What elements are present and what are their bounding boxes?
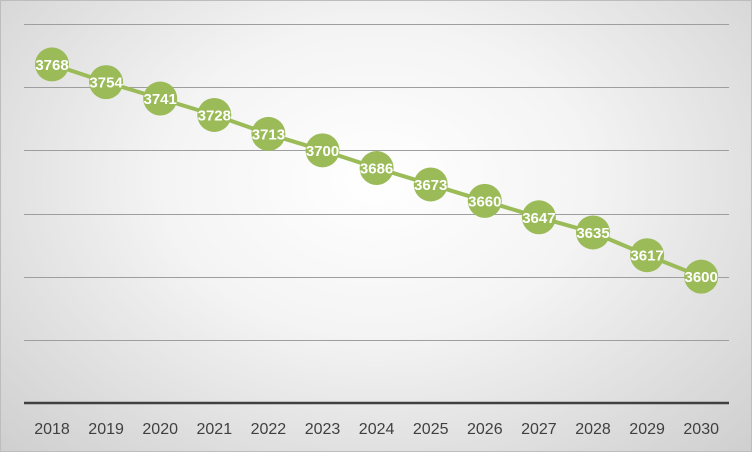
data-label-2021: 3728: [198, 107, 231, 124]
x-tick-2022: 2022: [251, 421, 287, 438]
data-label-2025: 3673: [414, 177, 447, 194]
data-label-2019: 3754: [89, 75, 123, 92]
x-tick-2021: 2021: [197, 421, 233, 438]
data-label-2026: 3660: [468, 193, 501, 210]
data-label-2028: 3635: [576, 225, 609, 242]
x-tick-2023: 2023: [305, 421, 341, 438]
x-tick-2024: 2024: [359, 421, 395, 438]
x-tick-2020: 2020: [142, 421, 178, 438]
data-label-2020: 3741: [144, 91, 177, 108]
data-point-2025: [413, 167, 448, 202]
data-point-2030: [684, 259, 719, 294]
data-point-2028: [576, 215, 610, 250]
data-label-2022: 3713: [252, 126, 285, 143]
data-point-2022: [251, 116, 286, 151]
x-tick-2025: 2025: [413, 421, 449, 438]
data-point-2021: [197, 97, 232, 132]
markers: [35, 47, 719, 294]
data-point-2018: [35, 47, 69, 82]
data-label-2030: 3600: [685, 269, 718, 286]
x-tick-2029: 2029: [629, 421, 665, 438]
x-tick-2030: 2030: [683, 421, 719, 438]
x-tick-2018: 2018: [34, 421, 70, 438]
data-label-2023: 3700: [306, 143, 339, 160]
data-point-2029: [630, 238, 665, 273]
x-tick-2027: 2027: [521, 421, 557, 438]
data-label-2018: 3768: [35, 57, 68, 74]
data-label-2024: 3686: [360, 161, 393, 178]
gridlines: [24, 24, 729, 341]
data-labels: 3768 3754 3741 3728 3713 3700 3686 3673 3660 3647…: [35, 57, 718, 286]
x-tick-2026: 2026: [467, 421, 503, 438]
data-point-2024: [359, 151, 394, 186]
x-tick-2028: 2028: [575, 421, 611, 438]
data-point-2020: [143, 81, 178, 116]
x-tick-2019: 2019: [88, 421, 124, 438]
data-label-2029: 3617: [630, 248, 663, 265]
data-point-2026: [467, 183, 502, 218]
x-tick-labels: 2018 2019 2020 2021 2022 2023 2024 2025 2026 2027…: [34, 421, 719, 438]
data-point-2027: [521, 200, 556, 235]
data-point-2019: [89, 65, 124, 100]
data-point-2023: [305, 133, 340, 168]
data-label-2027: 3647: [522, 210, 555, 227]
